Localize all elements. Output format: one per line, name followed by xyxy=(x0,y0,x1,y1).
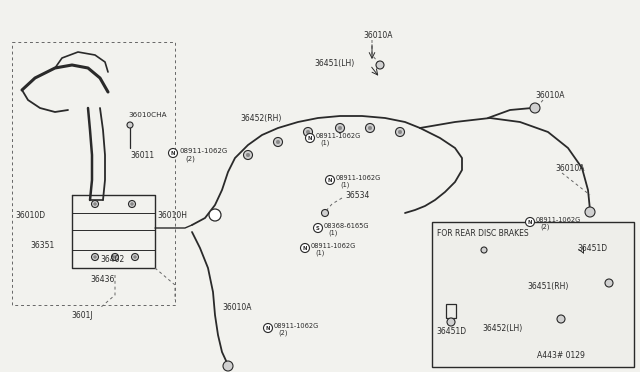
Text: 08911-1062G: 08911-1062G xyxy=(336,175,381,181)
Circle shape xyxy=(305,134,314,142)
Text: 36010CHA: 36010CHA xyxy=(128,112,166,118)
Circle shape xyxy=(447,318,455,326)
Circle shape xyxy=(134,256,136,258)
Text: 36010A: 36010A xyxy=(555,164,584,173)
Circle shape xyxy=(276,140,280,144)
Circle shape xyxy=(301,244,310,253)
Text: N: N xyxy=(303,246,307,250)
Text: 36451D: 36451D xyxy=(577,244,607,253)
Circle shape xyxy=(335,124,344,132)
Text: 36402: 36402 xyxy=(100,256,124,264)
Circle shape xyxy=(339,126,342,130)
Circle shape xyxy=(114,256,116,258)
Circle shape xyxy=(131,253,138,260)
Circle shape xyxy=(398,130,402,134)
Text: 08911-1062G: 08911-1062G xyxy=(179,148,227,154)
Text: 08911-1062G: 08911-1062G xyxy=(274,323,319,329)
Text: N: N xyxy=(308,135,312,141)
Text: (2): (2) xyxy=(185,156,195,162)
Text: (1): (1) xyxy=(340,182,349,188)
Text: N: N xyxy=(528,219,532,224)
Text: 36451(RH): 36451(RH) xyxy=(527,282,568,292)
Circle shape xyxy=(481,247,487,253)
Circle shape xyxy=(131,203,133,205)
Text: 08911-1062G: 08911-1062G xyxy=(536,217,581,223)
Circle shape xyxy=(246,153,250,157)
Text: (1): (1) xyxy=(328,230,337,236)
Circle shape xyxy=(585,207,595,217)
Circle shape xyxy=(92,253,99,260)
Text: 08368-6165G: 08368-6165G xyxy=(324,223,369,229)
Text: 3601J: 3601J xyxy=(71,311,93,320)
Circle shape xyxy=(605,279,613,287)
Text: N: N xyxy=(328,177,332,183)
Circle shape xyxy=(365,124,374,132)
Circle shape xyxy=(557,315,565,323)
Bar xyxy=(446,304,456,318)
Circle shape xyxy=(93,203,97,205)
Text: A443# 0129: A443# 0129 xyxy=(537,352,585,360)
Text: 36452(LH): 36452(LH) xyxy=(482,324,522,334)
Text: N: N xyxy=(171,151,175,155)
Circle shape xyxy=(303,128,312,137)
Text: 36451(LH): 36451(LH) xyxy=(315,58,355,67)
Circle shape xyxy=(307,130,310,134)
Circle shape xyxy=(396,128,404,137)
Circle shape xyxy=(273,138,282,147)
Circle shape xyxy=(223,361,233,371)
Text: 36011: 36011 xyxy=(130,151,154,160)
Circle shape xyxy=(376,61,384,69)
Circle shape xyxy=(127,122,133,128)
Circle shape xyxy=(111,253,118,260)
Bar xyxy=(432,222,634,367)
Circle shape xyxy=(93,256,97,258)
Circle shape xyxy=(326,176,335,185)
Text: 36452(RH): 36452(RH) xyxy=(240,113,282,122)
Text: 36436: 36436 xyxy=(90,276,115,285)
Text: 36534: 36534 xyxy=(345,190,369,199)
Text: 08911-1062G: 08911-1062G xyxy=(316,133,361,139)
Text: N: N xyxy=(266,326,270,330)
Circle shape xyxy=(129,201,136,208)
Text: (2): (2) xyxy=(278,330,287,336)
Text: 08911-1062G: 08911-1062G xyxy=(311,243,356,249)
Circle shape xyxy=(243,151,253,160)
Text: (2): (2) xyxy=(540,224,550,230)
Text: S: S xyxy=(316,225,320,231)
Circle shape xyxy=(92,201,99,208)
Text: (1): (1) xyxy=(320,140,330,146)
Text: 36010A: 36010A xyxy=(363,31,392,39)
Circle shape xyxy=(264,324,273,333)
Circle shape xyxy=(525,218,534,227)
Circle shape xyxy=(314,224,323,232)
Circle shape xyxy=(321,209,328,217)
Circle shape xyxy=(368,126,372,130)
Text: 36351: 36351 xyxy=(30,241,54,250)
Text: 36010D: 36010D xyxy=(15,211,45,219)
Circle shape xyxy=(209,209,221,221)
Text: 36010A: 36010A xyxy=(535,90,564,99)
Text: 36010H: 36010H xyxy=(157,211,187,219)
Text: FOR REAR DISC BRAKES: FOR REAR DISC BRAKES xyxy=(437,228,529,237)
Text: (1): (1) xyxy=(315,250,324,256)
Circle shape xyxy=(168,148,177,157)
Circle shape xyxy=(530,103,540,113)
Text: 36010A: 36010A xyxy=(222,304,252,312)
Text: 36451D: 36451D xyxy=(436,327,466,337)
